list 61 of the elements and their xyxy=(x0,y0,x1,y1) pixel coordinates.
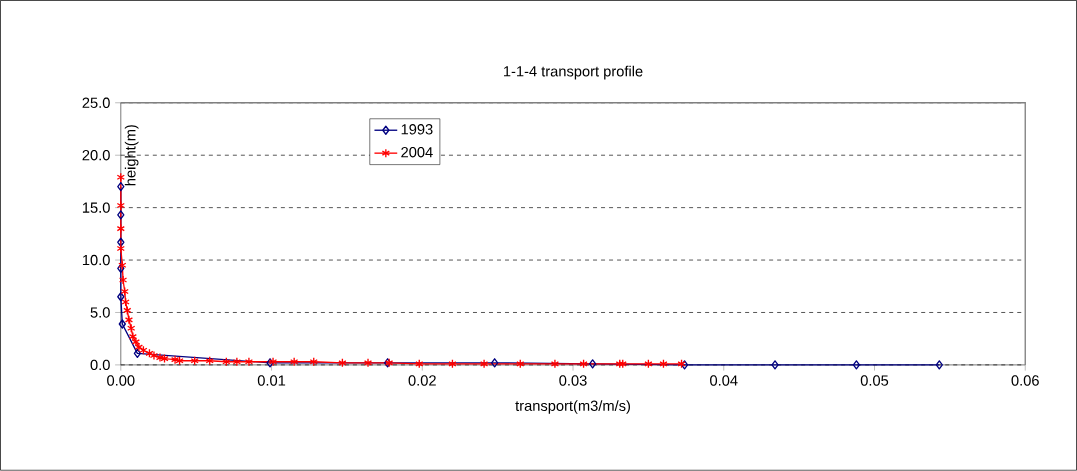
point xyxy=(244,357,254,367)
point xyxy=(155,353,165,363)
point xyxy=(618,359,627,369)
point xyxy=(170,355,180,365)
point xyxy=(116,244,125,254)
chart-title: 1-1-4 transport profile xyxy=(503,65,643,80)
y-tick-label: 0.0 xyxy=(90,359,110,371)
x-tick-label: 0.00 xyxy=(107,375,135,386)
point xyxy=(579,359,588,369)
point xyxy=(644,359,653,369)
point xyxy=(116,201,125,211)
point xyxy=(415,359,424,369)
x-axis-title: transport(m3/m/s) xyxy=(515,400,630,415)
y-tick-label: 20.0 xyxy=(82,150,110,161)
point xyxy=(117,237,125,248)
point xyxy=(268,357,278,367)
point xyxy=(363,358,373,368)
point xyxy=(290,357,299,367)
point xyxy=(160,354,169,364)
y-tick-label: 5.0 xyxy=(90,307,110,318)
point xyxy=(118,275,128,285)
legend-label: 1993 xyxy=(401,124,433,135)
point xyxy=(117,182,125,192)
point xyxy=(118,319,126,329)
point xyxy=(175,356,184,366)
y-axis-title: height(m) xyxy=(124,125,139,186)
point xyxy=(190,356,199,366)
point xyxy=(145,348,154,359)
x-tick-label: 0.05 xyxy=(860,375,889,386)
point xyxy=(309,357,318,367)
point xyxy=(117,210,125,220)
point xyxy=(852,360,861,370)
point xyxy=(490,358,499,368)
point xyxy=(205,356,214,366)
point xyxy=(516,359,525,369)
point xyxy=(117,292,125,302)
x-tick-label: 0.06 xyxy=(1011,375,1039,386)
point xyxy=(615,359,624,369)
point xyxy=(479,359,489,369)
point xyxy=(659,359,668,369)
point xyxy=(338,358,347,368)
x-tick-label: 0.03 xyxy=(559,375,587,386)
y-tick-label: 15.0 xyxy=(82,202,110,213)
point xyxy=(935,360,943,370)
legend-label: 2004 xyxy=(401,147,433,158)
x-tick-label: 0.04 xyxy=(710,375,738,386)
point xyxy=(120,286,129,297)
point xyxy=(550,359,560,369)
x-tick-label: 0.01 xyxy=(257,375,286,386)
point xyxy=(222,357,231,367)
x-tick-label: 0.02 xyxy=(408,375,436,386)
point xyxy=(116,224,125,234)
point xyxy=(149,350,159,361)
point xyxy=(232,357,242,367)
y-tick-label: 25.0 xyxy=(82,97,110,109)
point xyxy=(448,359,457,369)
point xyxy=(266,358,274,368)
point xyxy=(771,360,779,370)
point xyxy=(588,359,597,369)
y-tick-label: 10.0 xyxy=(82,255,110,266)
point xyxy=(133,348,142,359)
